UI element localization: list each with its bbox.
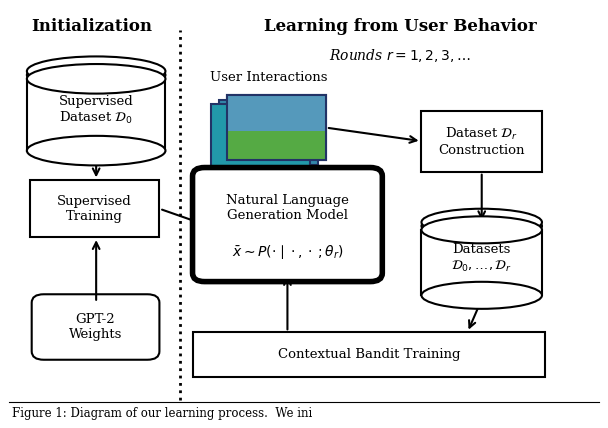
FancyBboxPatch shape	[218, 100, 318, 165]
Ellipse shape	[27, 136, 165, 165]
FancyBboxPatch shape	[421, 110, 542, 172]
Text: Datasets
$\mathcal{D}_0, \ldots, \mathcal{D}_r$: Datasets $\mathcal{D}_0, \ldots, \mathca…	[451, 243, 512, 273]
Text: Figure 1: Diagram of our learning process.  We ini: Figure 1: Diagram of our learning proces…	[12, 407, 312, 420]
FancyBboxPatch shape	[27, 79, 165, 151]
FancyBboxPatch shape	[227, 131, 326, 160]
Text: Supervised
Dataset $\mathcal{D}_0$: Supervised Dataset $\mathcal{D}_0$	[59, 95, 134, 126]
Text: Dataset $\mathcal{D}_r$
Construction: Dataset $\mathcal{D}_r$ Construction	[438, 125, 525, 157]
Text: Natural Language
Generation Model: Natural Language Generation Model	[226, 193, 349, 222]
FancyBboxPatch shape	[193, 167, 382, 282]
FancyBboxPatch shape	[210, 104, 310, 169]
FancyBboxPatch shape	[193, 332, 545, 377]
Ellipse shape	[27, 64, 165, 94]
Text: Supervised
Training: Supervised Training	[57, 195, 132, 223]
Text: Initialization: Initialization	[32, 18, 153, 35]
Ellipse shape	[27, 56, 165, 86]
Text: GPT-2
Weights: GPT-2 Weights	[69, 313, 122, 341]
FancyBboxPatch shape	[227, 95, 326, 160]
Text: Rounds $r = 1, 2, 3, \ldots$: Rounds $r = 1, 2, 3, \ldots$	[330, 47, 472, 64]
Text: Learning from User Behavior: Learning from User Behavior	[264, 18, 537, 35]
Ellipse shape	[421, 282, 542, 309]
Ellipse shape	[421, 213, 542, 240]
Text: $\bar{x} \sim P(\cdot \mid \cdot, \cdot\,;\theta_r)$: $\bar{x} \sim P(\cdot \mid \cdot, \cdot\…	[232, 243, 344, 261]
Ellipse shape	[421, 209, 542, 236]
Ellipse shape	[27, 60, 165, 90]
FancyBboxPatch shape	[32, 294, 159, 360]
FancyBboxPatch shape	[30, 180, 159, 237]
Text: Contextual Bandit Training: Contextual Bandit Training	[277, 348, 460, 361]
FancyBboxPatch shape	[227, 95, 326, 131]
FancyBboxPatch shape	[421, 230, 542, 295]
Text: User Interactions: User Interactions	[210, 71, 327, 84]
Ellipse shape	[421, 216, 542, 244]
